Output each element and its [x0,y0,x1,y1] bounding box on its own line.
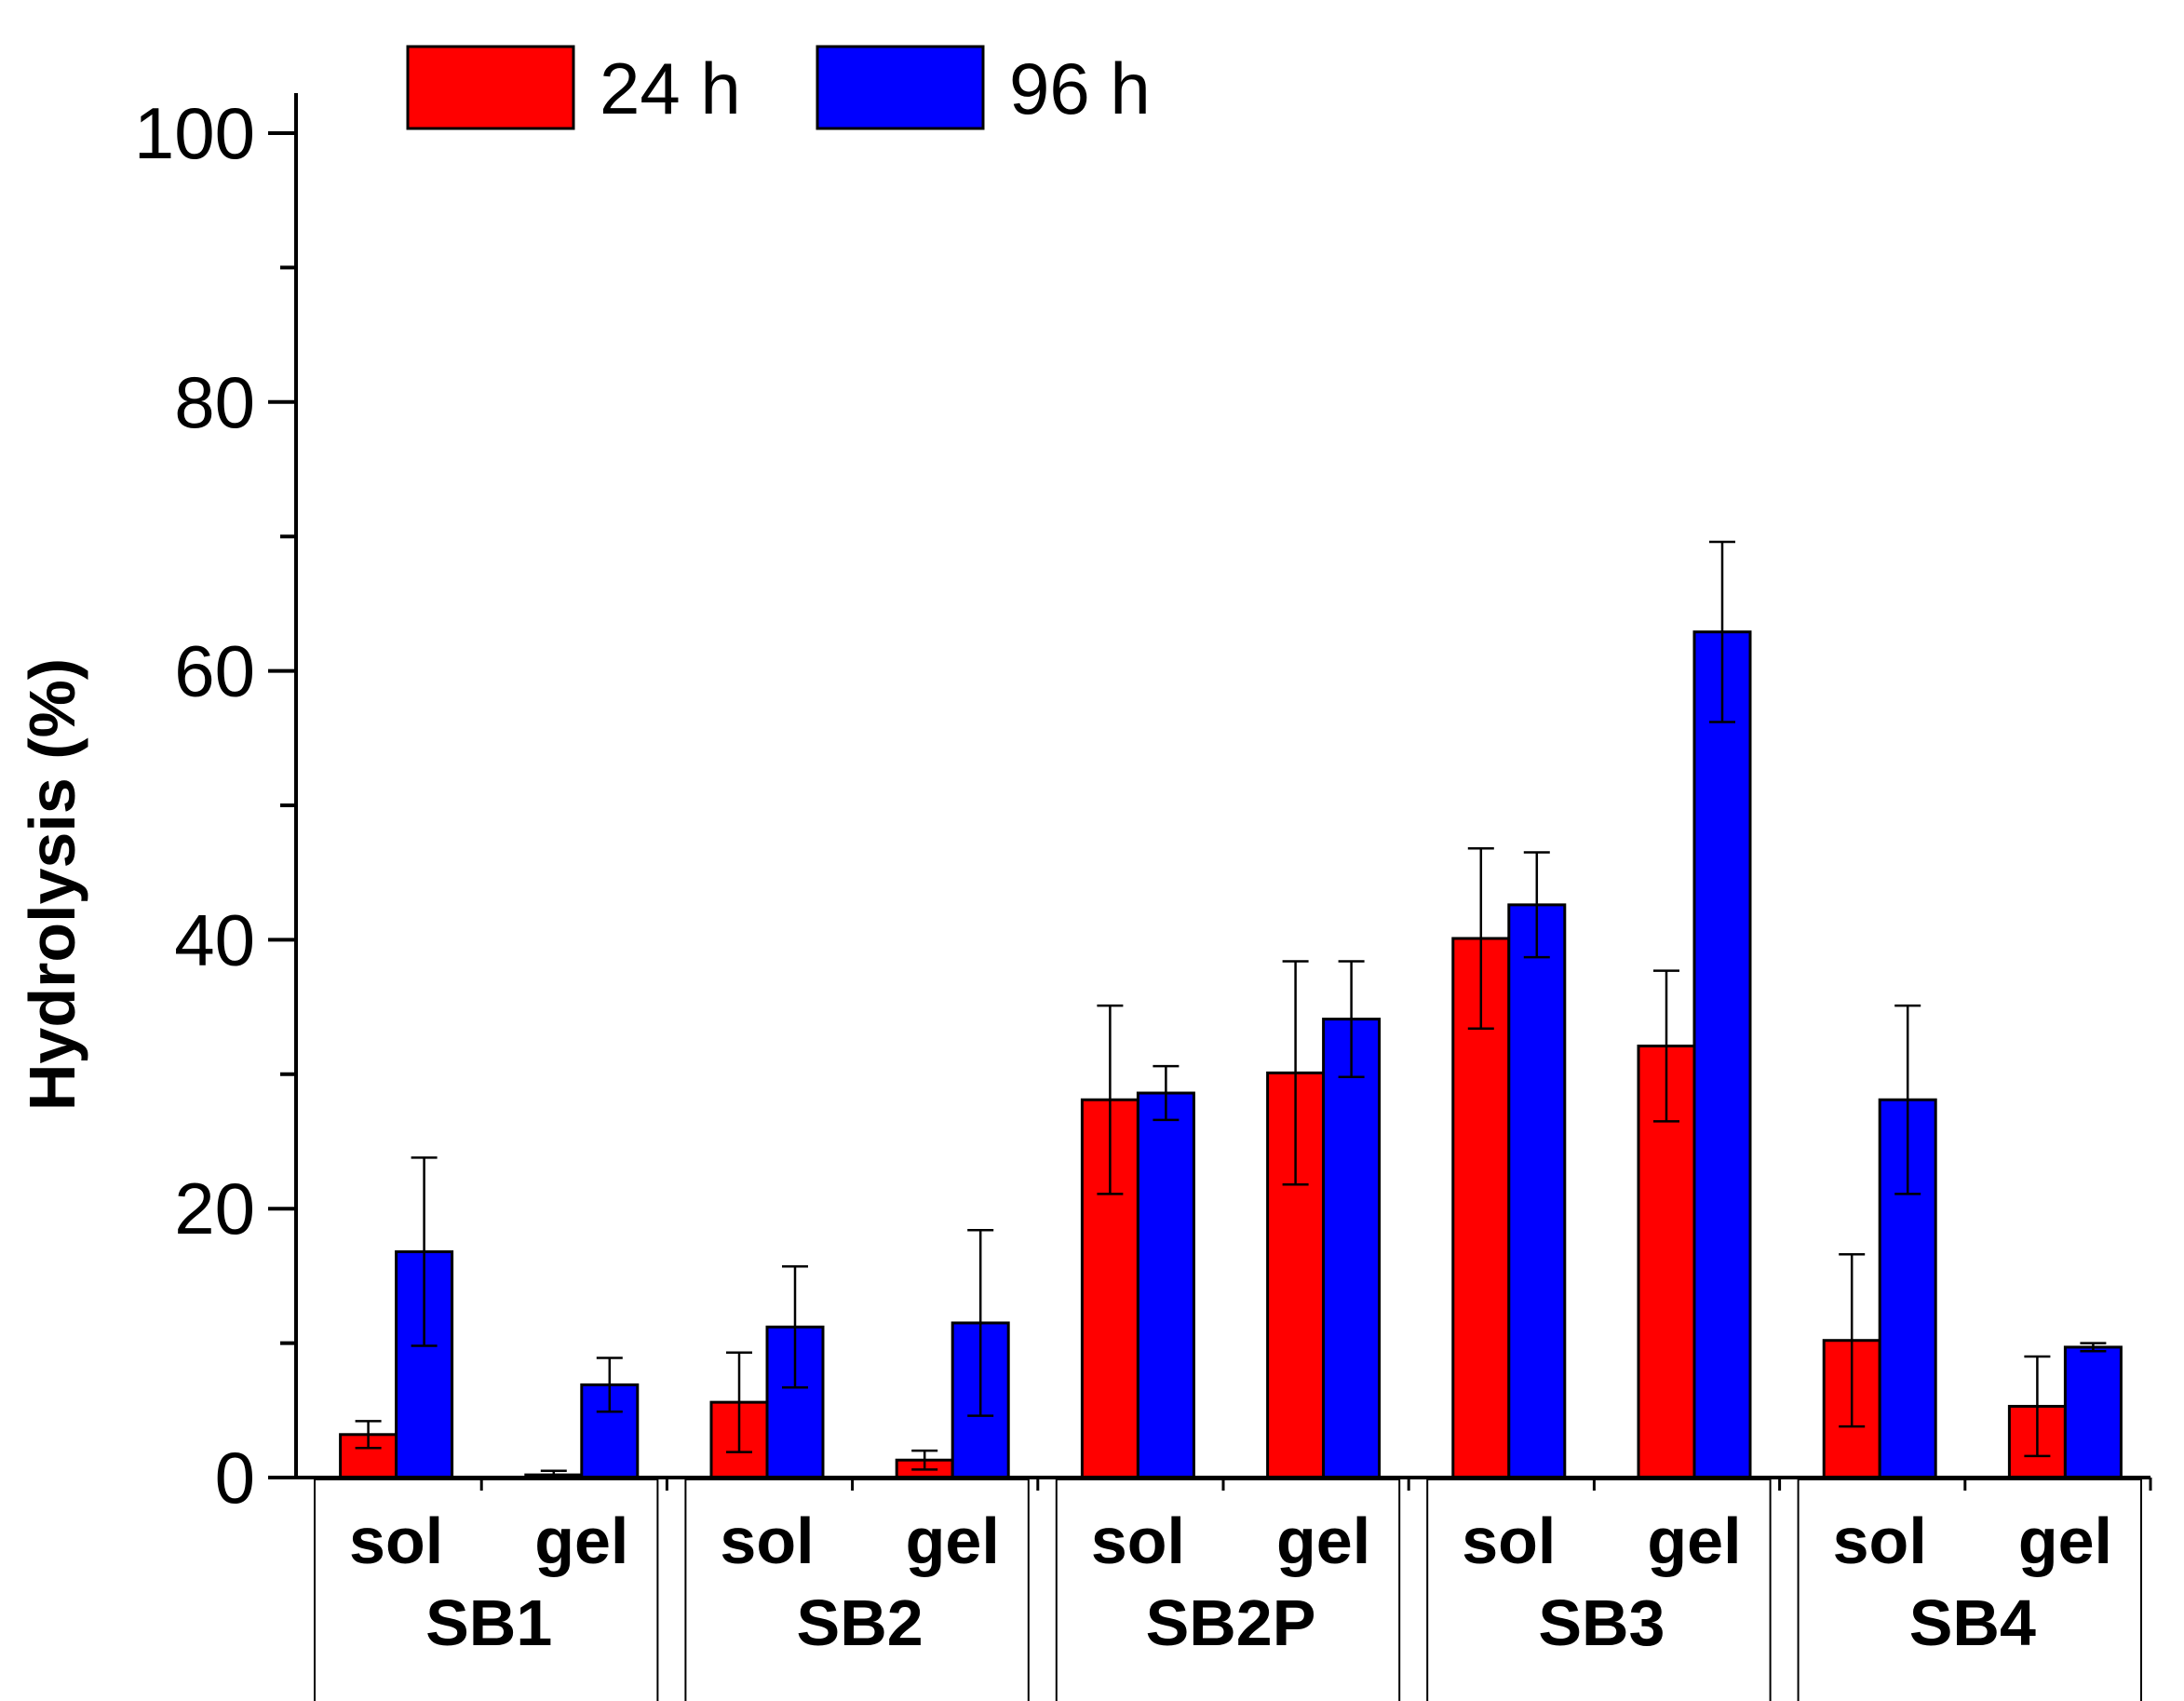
bar-sb4-gel-96h [2063,1345,2123,1479]
bars [339,630,2123,1479]
sub-category-label: gel [2018,1505,2112,1577]
group-label: SB2P [1146,1586,1316,1659]
legend-swatch [406,45,575,130]
category-box-sb1 [314,1478,659,1701]
legend-label: 24 h [600,47,741,129]
y-tick-label: 60 [174,630,255,712]
sub-category-label: sol [1091,1505,1185,1577]
y-axis-label: Hydrolysis (%) [16,658,88,1111]
legend-swatch [816,45,985,130]
category-box-sb4 [1797,1478,2142,1701]
category-box-sb2 [684,1478,1030,1701]
y-tick-label: 20 [174,1168,255,1249]
sub-category-label: sol [720,1505,814,1577]
category-boxes: sol gel SB1 sol gel SB2 sol gel SB2P sol gel SB3 sol… [314,1478,2142,1701]
legend-label: 96 h [1009,47,1151,129]
sub-category-label: gel [1647,1505,1741,1577]
category-box-sb3 [1426,1478,1772,1701]
sub-category-label: sol [1462,1505,1556,1577]
sub-category-label: sol [349,1505,443,1577]
y-tick-label: 80 [174,361,255,443]
bar-sb3-sol-96h [1507,903,1567,1479]
sub-category-label: sol [1833,1505,1927,1577]
group-label: SB1 [425,1586,552,1659]
error-bars [355,540,2107,1479]
group-label: SB4 [1909,1586,2036,1659]
bar-sb2p-gel-96h [1322,1018,1382,1479]
sub-category-label: gel [906,1505,1000,1577]
group-label: SB2 [797,1586,923,1659]
bar-sb2p-sol-96h [1136,1091,1195,1479]
legend: 24 h 96 h [406,45,1151,130]
y-tick-label: 40 [174,898,255,980]
sub-category-label: gel [534,1505,628,1577]
bar-sb3-gel-96h [1692,630,1752,1479]
y-axis: 0 20 40 60 80 100 [134,92,298,1519]
y-tick-label: 100 [134,92,255,174]
category-box-sb2p [1055,1478,1401,1701]
group-label: SB3 [1538,1586,1665,1659]
sub-category-label: gel [1276,1505,1370,1577]
y-tick-label: 0 [215,1437,255,1519]
